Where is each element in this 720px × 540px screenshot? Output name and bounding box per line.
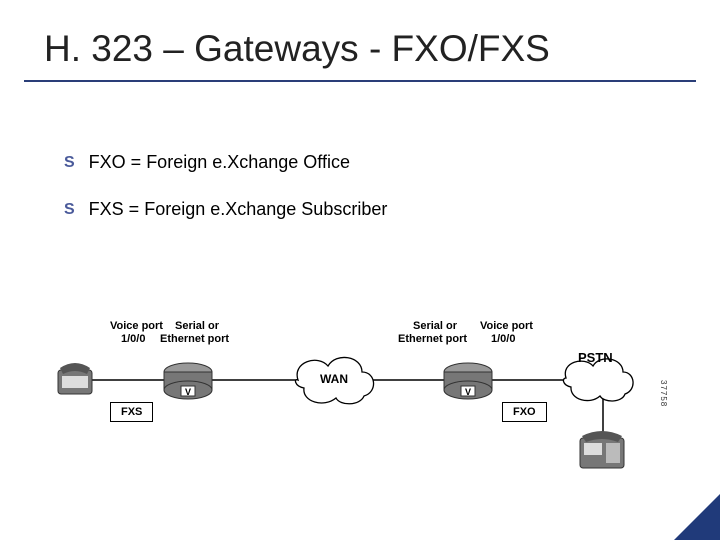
bullet-list: S FXO = Foreign e.Xchange Office S FXS =… (64, 152, 720, 220)
serial-label-right-top: Serial or (413, 320, 457, 332)
page-title: H. 323 – Gateways - FXO/FXS (0, 0, 720, 80)
phone-icon-left (58, 363, 92, 394)
wan-label: WAN (320, 372, 348, 386)
bullet-icon: S (64, 154, 75, 172)
svg-text:V: V (185, 387, 191, 397)
phone-icon-right (580, 431, 624, 468)
pstn-cloud-icon (563, 359, 633, 401)
bullet-text: FXS = Foreign e.Xchange Subscriber (89, 199, 388, 220)
router-icon-left: V (164, 363, 212, 399)
corner-fold-icon (674, 494, 720, 540)
serial-label-left-top: Serial or (175, 320, 219, 332)
voice-port-value-right: 1/0/0 (491, 333, 515, 345)
bullet-text: FXO = Foreign e.Xchange Office (89, 152, 350, 173)
fxo-label: FXO (502, 402, 547, 422)
svg-text:V: V (465, 387, 471, 397)
network-diagram: Voice port 1/0/0 Serial or Ethernet port… (48, 320, 668, 480)
serial-label-right-bottom: Ethernet port (398, 333, 467, 345)
title-underline (24, 80, 696, 82)
router-icon-right: V (444, 363, 492, 399)
fxs-label: FXS (110, 402, 153, 422)
serial-label-left-bottom: Ethernet port (160, 333, 229, 345)
voice-port-value-left: 1/0/0 (121, 333, 145, 345)
diagram-id: 37758 (659, 380, 668, 407)
pstn-label: PSTN (578, 350, 613, 365)
bullet-item: S FXO = Foreign e.Xchange Office (64, 152, 720, 173)
voice-port-label-right: Voice port (480, 320, 533, 332)
bullet-icon: S (64, 201, 75, 219)
voice-port-label-left: Voice port (110, 320, 163, 332)
bullet-item: S FXS = Foreign e.Xchange Subscriber (64, 199, 720, 220)
